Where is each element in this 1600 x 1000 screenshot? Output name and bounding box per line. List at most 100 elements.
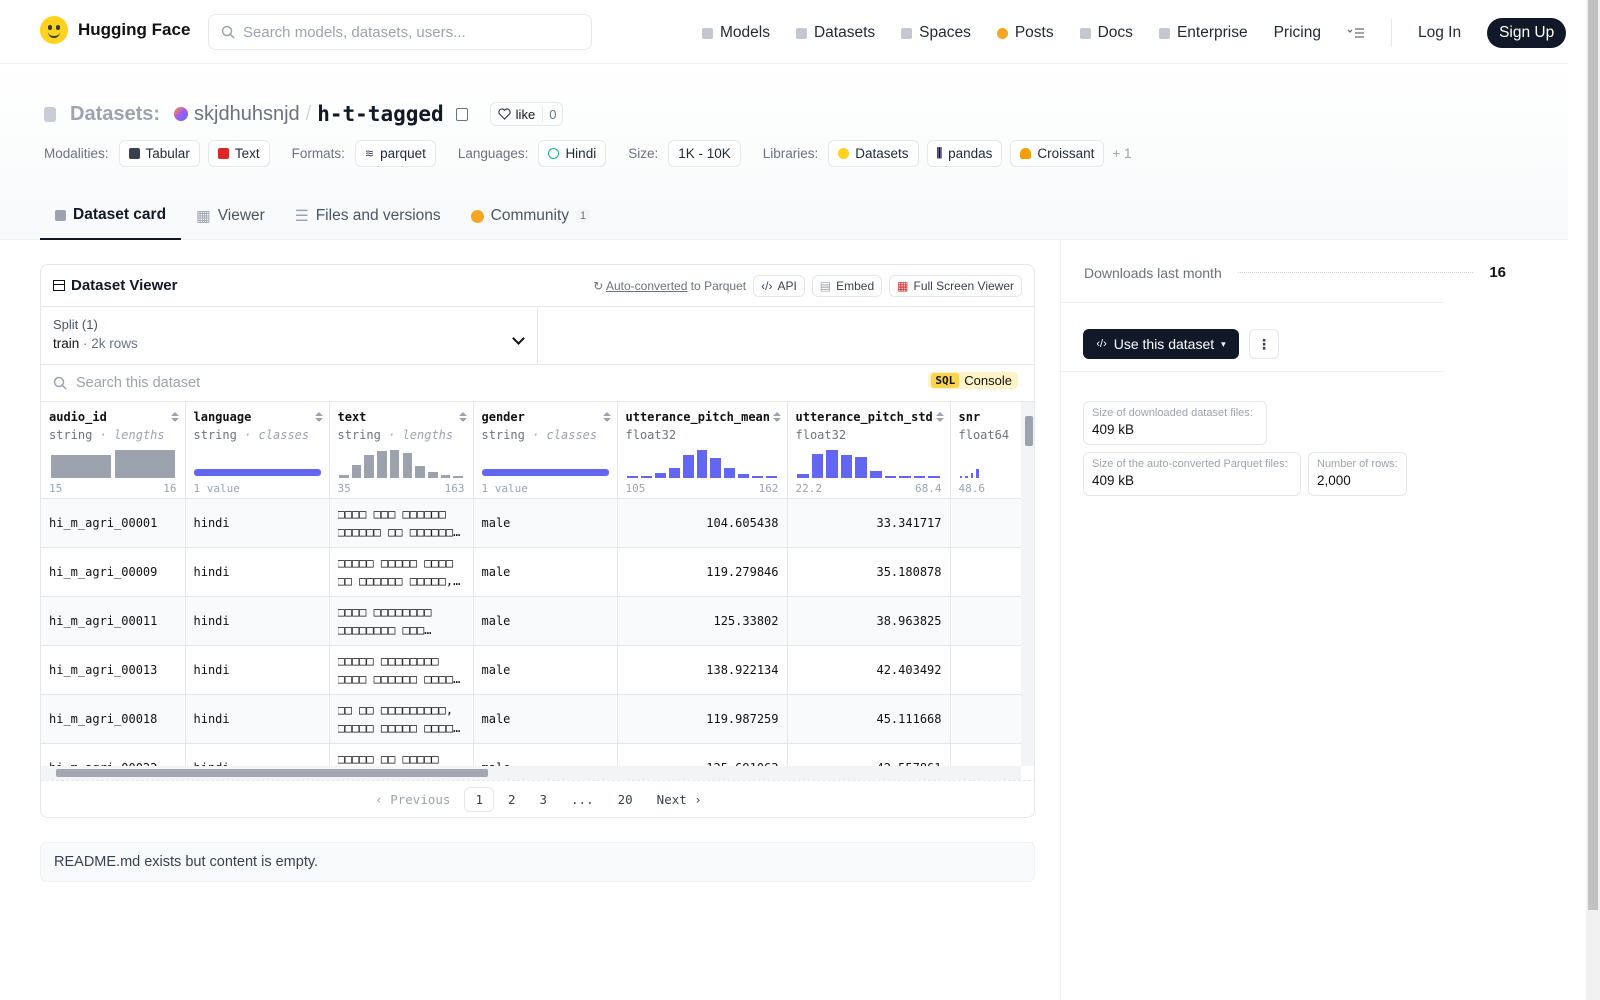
tag-tabular[interactable]: Tabular bbox=[118, 140, 200, 167]
histogram-bar[interactable] bbox=[840, 455, 853, 478]
histogram-bar[interactable] bbox=[402, 452, 413, 478]
tag-datasets-lib[interactable]: Datasets bbox=[828, 140, 919, 167]
table-cell-pitch-std[interactable]: 38.963825 bbox=[787, 596, 951, 646]
histogram-bar[interactable] bbox=[899, 475, 911, 478]
histogram-bar[interactable] bbox=[870, 470, 882, 478]
histogram-bar[interactable] bbox=[724, 468, 736, 478]
scrollbar-thumb[interactable] bbox=[1025, 416, 1033, 446]
page-2-button[interactable]: 2 bbox=[507, 792, 516, 807]
table-row[interactable]: hi_m_agri_00009 hindi □□□□□ □□□□□ □□□□ □□ … bbox=[41, 547, 1021, 597]
table-cell-gender[interactable]: male bbox=[473, 547, 618, 597]
table-row[interactable]: hi_m_agri_00001 hindi □□□□ □□□ □□□□□□ □□□□… bbox=[41, 498, 1021, 548]
embed-button[interactable]: ▤ Embed bbox=[811, 274, 883, 297]
table-cell-language[interactable]: hindi bbox=[185, 743, 330, 766]
histogram-bar[interactable] bbox=[389, 449, 400, 478]
table-cell-audio-id[interactable]: hi_m_agri_00009 bbox=[41, 547, 186, 597]
use-this-dataset-button[interactable]: ‹/› Use this dataset ▾ bbox=[1083, 329, 1239, 359]
nav-more-menu[interactable] bbox=[1347, 27, 1365, 39]
nav-docs[interactable]: Docs bbox=[1079, 24, 1133, 42]
nav-models[interactable]: Models bbox=[702, 24, 770, 42]
table-cell-snr[interactable] bbox=[950, 645, 1021, 695]
table-cell-text[interactable]: □□□□□ □□□□□ □□□□ □□ □□□□□□ □□□□□, □□□□ □… bbox=[329, 547, 474, 597]
table-cell-language[interactable]: hindi bbox=[185, 498, 330, 548]
table-cell-gender[interactable]: male bbox=[473, 596, 618, 646]
table-cell-gender[interactable]: male bbox=[473, 645, 618, 695]
histogram-bar[interactable] bbox=[415, 466, 425, 478]
histogram-bar[interactable] bbox=[738, 474, 750, 478]
column-header-audio-id[interactable]: audio_id string · lengths 15 16 bbox=[41, 402, 186, 499]
tag-parquet[interactable]: ≋ parquet bbox=[354, 140, 436, 167]
histogram-bar[interactable] bbox=[710, 457, 722, 478]
table-cell-audio-id[interactable]: hi_m_agri_00001 bbox=[41, 498, 186, 548]
table-row[interactable]: hi_m_agri_00018 hindi □□ □□ □□□□□□□□□, □□□… bbox=[41, 694, 1021, 744]
table-cell-pitch-std[interactable]: 42.403492 bbox=[787, 645, 951, 695]
table-cell-audio-id[interactable]: hi_m_agri_00013 bbox=[41, 645, 186, 695]
table-cell-snr[interactable] bbox=[950, 498, 1021, 548]
table-cell-text[interactable]: □□ □□ □□□□□□□□□, □□□□□ □□□□□ □□□□, □□ □□… bbox=[329, 694, 474, 744]
histogram-bar[interactable] bbox=[960, 475, 963, 478]
column-header-snr[interactable]: snr float64 48.6 bbox=[950, 402, 1021, 499]
page-20-button[interactable]: 20 bbox=[617, 792, 633, 807]
table-cell-text[interactable]: □□□□ □□□□□□□□ □□□□□□□□ □□□ □□□□□ □□□ □□ bbox=[329, 596, 474, 646]
tab-community[interactable]: Community 1 bbox=[456, 192, 606, 240]
tag-pandas[interactable]: ⫼ pandas bbox=[926, 140, 1003, 167]
table-cell-pitch-mean[interactable]: 138.922134 bbox=[617, 645, 788, 695]
table-row[interactable]: hi_m_agri_00013 hindi □□□□□ □□□□□□□□ □□□□ … bbox=[41, 645, 1021, 695]
histogram-bar[interactable] bbox=[970, 473, 974, 478]
table-cell-text[interactable]: □□□□□ □□ □□□□□ □□□ bbox=[329, 743, 474, 766]
histogram-bar[interactable] bbox=[453, 475, 463, 478]
histogram-bar[interactable] bbox=[351, 464, 362, 478]
nav-spaces[interactable]: Spaces bbox=[901, 24, 971, 42]
class-distribution-bar[interactable] bbox=[193, 468, 321, 476]
histogram-bar[interactable] bbox=[668, 468, 680, 478]
histogram-bar[interactable] bbox=[965, 475, 968, 478]
histogram-bar[interactable] bbox=[884, 475, 897, 478]
column-header-utterance-pitch-mean[interactable]: utterance_pitch_mean float32 105 162 bbox=[617, 402, 788, 499]
dataset-name[interactable]: h-t-tagged bbox=[317, 102, 444, 126]
api-button[interactable]: ‹/› API bbox=[753, 274, 805, 297]
column-header-language[interactable]: language string · classes 1 value bbox=[185, 402, 330, 499]
column-header-gender[interactable]: gender string · classes 1 value bbox=[473, 402, 618, 499]
table-cell-pitch-std[interactable]: 45.111668 bbox=[787, 694, 951, 744]
tab-dataset-card[interactable]: Dataset card bbox=[40, 192, 182, 240]
tag-croissant[interactable]: Croissant bbox=[1010, 140, 1105, 167]
table-cell-text[interactable]: □□□□□ □□□□□□□□ □□□□ □□□□□□ □□□□ □□ □□□ bbox=[329, 645, 474, 695]
like-button[interactable]: like 0 bbox=[489, 102, 564, 126]
histogram-bar[interactable] bbox=[640, 475, 652, 478]
sort-icon[interactable] bbox=[170, 412, 179, 422]
histogram-bar[interactable] bbox=[696, 449, 708, 478]
signup-button[interactable]: Sign Up bbox=[1487, 18, 1567, 48]
column-header-utterance-pitch-std[interactable]: utterance_pitch_std float32 22.2 68.4 bbox=[787, 402, 951, 499]
table-vertical-scrollbar[interactable] bbox=[1021, 402, 1034, 766]
table-cell-pitch-std[interactable]: 33.341717 bbox=[787, 498, 951, 548]
histogram-bar[interactable] bbox=[928, 475, 940, 478]
histogram-bar[interactable] bbox=[440, 474, 451, 478]
sort-icon[interactable] bbox=[772, 412, 781, 422]
table-cell-pitch-std[interactable]: 35.180878 bbox=[787, 547, 951, 597]
column-header-text[interactable]: text string · lengths 35 163 bbox=[329, 402, 474, 499]
nav-pricing[interactable]: Pricing bbox=[1274, 24, 1321, 42]
histogram-bar[interactable] bbox=[976, 469, 979, 478]
nav-posts[interactable]: Posts bbox=[996, 24, 1054, 42]
histogram-bar[interactable] bbox=[51, 454, 111, 478]
table-cell-gender[interactable]: male bbox=[473, 498, 618, 548]
table-cell-pitch-mean[interactable]: 104.605438 bbox=[617, 498, 788, 548]
table-cell-snr[interactable] bbox=[950, 694, 1021, 744]
histogram-bar[interactable] bbox=[855, 457, 867, 478]
previous-page-button[interactable]: ‹ Previous bbox=[375, 792, 451, 807]
histogram-bar[interactable] bbox=[766, 475, 777, 478]
next-page-button[interactable]: Next › bbox=[656, 792, 702, 807]
table-horizontal-scrollbar[interactable] bbox=[41, 766, 1021, 780]
table-cell-pitch-std[interactable]: 42.557861 bbox=[787, 743, 951, 766]
tab-files[interactable]: ☰ Files and versions bbox=[280, 192, 456, 240]
sql-console-button[interactable]: SQL Console bbox=[928, 372, 1018, 389]
table-row[interactable]: hi_m_agri_00022 hindi □□□□□ □□ □□□□□ □□□ ma… bbox=[41, 743, 1021, 766]
histogram-bar[interactable] bbox=[752, 475, 764, 478]
login-link[interactable]: Log In bbox=[1417, 24, 1462, 41]
tag-text[interactable]: Text bbox=[207, 140, 270, 167]
histogram-bar[interactable] bbox=[654, 473, 666, 478]
tag-size[interactable]: 1K - 10K bbox=[668, 140, 741, 167]
tab-viewer[interactable]: ▦ Viewer bbox=[181, 192, 280, 240]
page-scrollbar[interactable] bbox=[1586, 0, 1600, 1000]
table-cell-pitch-mean[interactable]: 125.33802 bbox=[617, 596, 788, 646]
